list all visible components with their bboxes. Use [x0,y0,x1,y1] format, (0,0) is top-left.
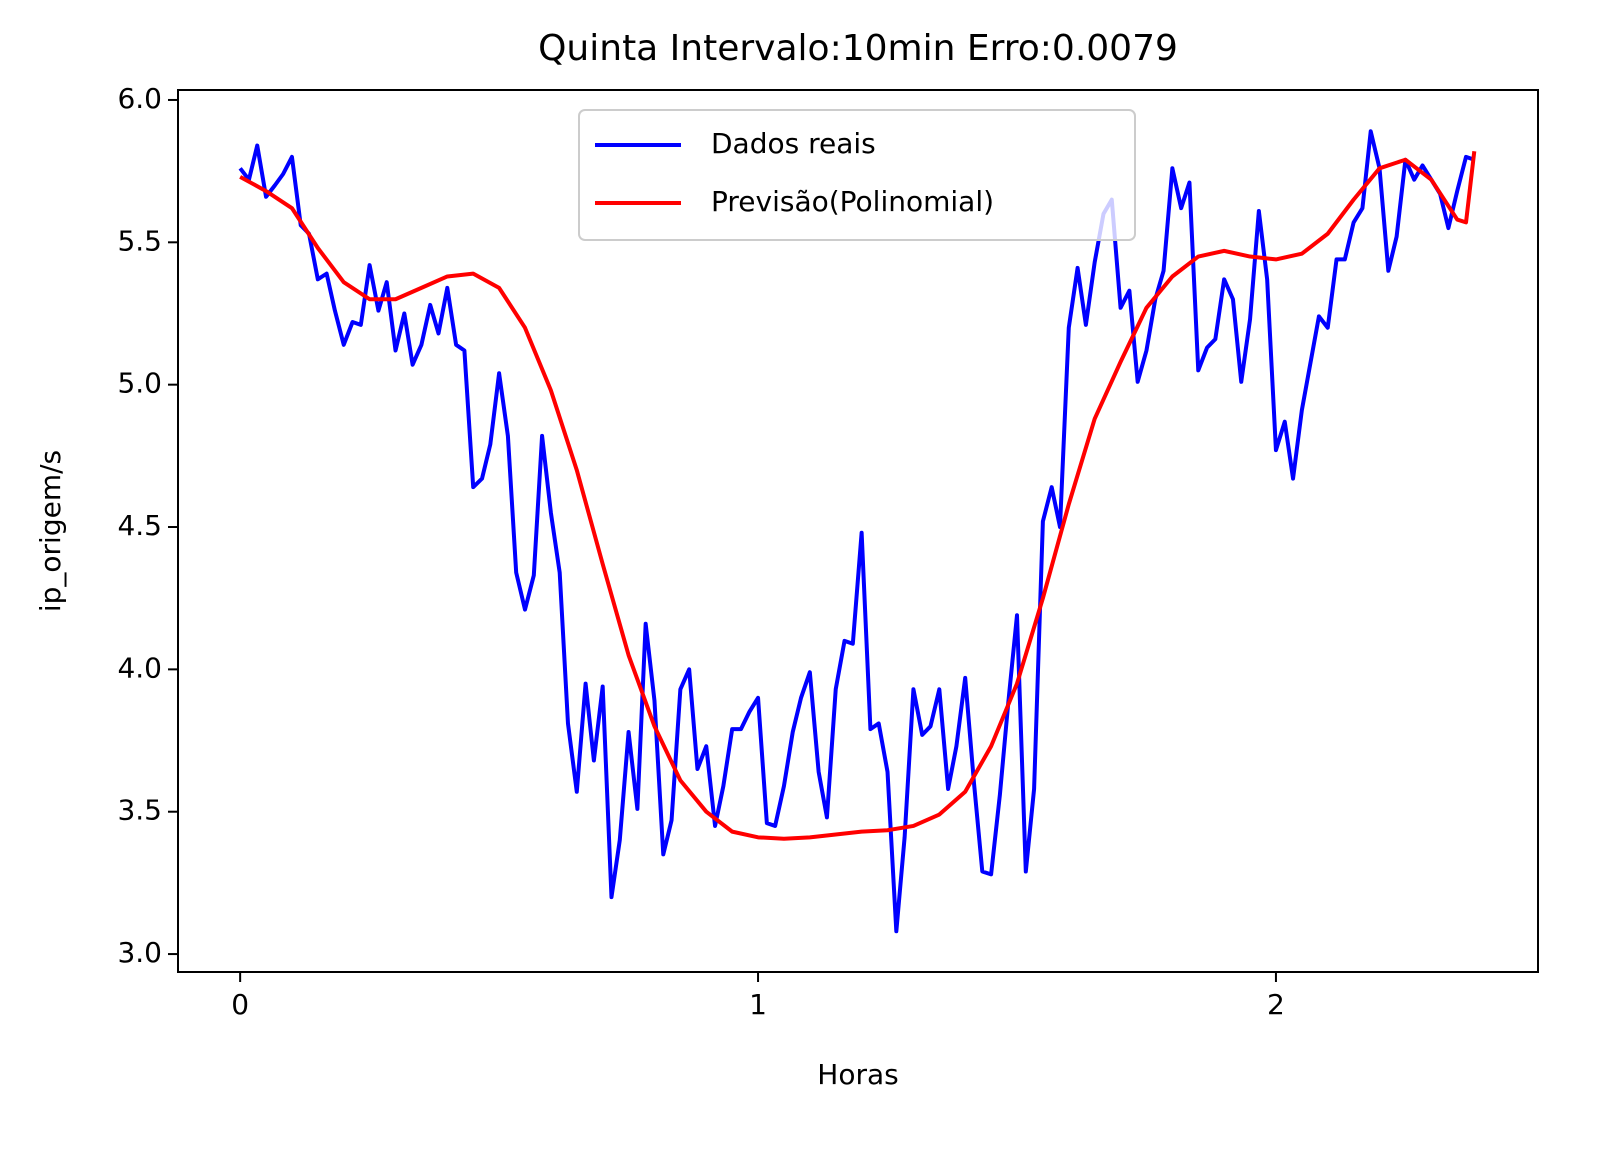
plot-frame [177,89,1539,973]
y-tick-label: 6.0 [117,82,162,115]
x-tick-label: 1 [749,988,767,1021]
y-tick-label: 4.0 [117,651,162,684]
x-tick-label: 2 [1267,988,1285,1021]
legend-label: Previsão(Polinomial) [711,185,994,218]
data-line [238,129,1475,934]
y-tick-label: 3.5 [117,794,162,827]
data-line [239,150,1477,841]
y-tick-label: 4.5 [117,509,162,542]
y-tick-label: 3.0 [117,936,162,969]
legend-label: Dados reais [711,127,876,160]
legend-box [578,109,1136,241]
y-axis-label: ip_origem/s [34,450,67,612]
y-tick-label: 5.0 [117,367,162,400]
x-axis-label: Horas [817,1058,898,1091]
x-tick-label: 0 [231,988,249,1021]
y-tick-label: 5.5 [117,224,162,257]
chart-title: Quinta Intervalo:10min Erro:0.0079 [538,28,1178,69]
